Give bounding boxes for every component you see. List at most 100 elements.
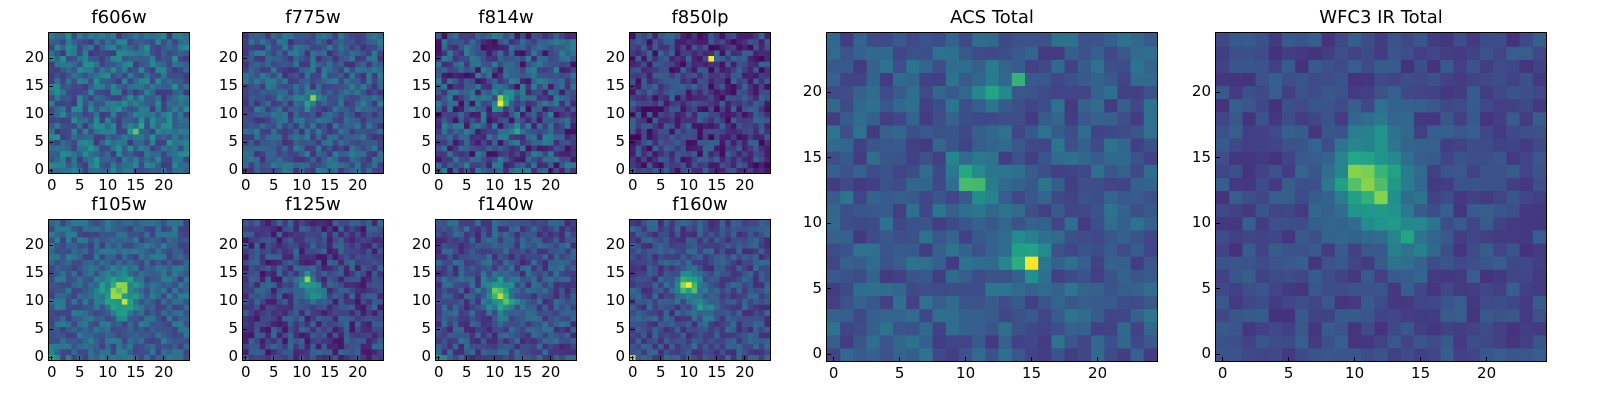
heatmap-cell	[441, 242, 448, 249]
heatmap-cell	[742, 89, 749, 96]
heatmap-cell	[508, 111, 515, 118]
heatmap-cell	[646, 156, 653, 163]
heatmap-cell	[531, 33, 538, 40]
heatmap-cell	[508, 264, 515, 271]
heatmap-cell	[105, 33, 112, 40]
heatmap-cell	[276, 326, 283, 333]
heatmap-cell	[54, 150, 61, 157]
heatmap-cell	[520, 117, 527, 124]
heatmap-cell	[127, 326, 134, 333]
heatmap-cell	[293, 298, 300, 305]
heatmap-cell	[243, 161, 250, 168]
heatmap-cell	[630, 337, 637, 344]
heatmap-cell	[343, 225, 350, 232]
heatmap-cell	[99, 100, 106, 107]
heatmap-cell	[708, 343, 715, 350]
heatmap-cell	[497, 326, 504, 333]
heatmap-cell	[349, 38, 356, 45]
heatmap-cell	[310, 111, 317, 118]
heatmap-cell	[105, 77, 112, 84]
heatmap-cell	[564, 242, 571, 249]
heatmap-cell	[71, 145, 78, 152]
heatmap-cell	[669, 304, 676, 311]
heatmap-cell	[652, 326, 659, 333]
heatmap-cell	[464, 122, 471, 129]
heatmap-cell	[321, 320, 328, 327]
heatmap-cell	[447, 281, 454, 288]
heatmap-cell	[276, 309, 283, 316]
heatmap-cell	[77, 122, 84, 129]
heatmap-cell	[736, 304, 743, 311]
heatmap-cell	[121, 220, 128, 227]
heatmap-cell	[758, 309, 765, 316]
heatmap-cell	[702, 117, 709, 124]
heatmap-cell	[99, 150, 106, 157]
heatmap-cell	[287, 225, 294, 232]
heatmap-cell	[475, 264, 482, 271]
heatmap-cell	[570, 128, 576, 135]
heatmap-cell	[570, 259, 576, 266]
heatmap-cell	[371, 326, 378, 333]
heatmap-cell	[321, 326, 328, 333]
heatmap-cell	[514, 287, 521, 294]
heatmap-cell	[293, 128, 300, 135]
heatmap-cell	[758, 128, 765, 135]
heatmap-cell	[447, 348, 454, 355]
heatmap-cell	[172, 326, 179, 333]
heatmap-cell	[452, 111, 459, 118]
heatmap-cell	[355, 133, 362, 140]
heatmap-cell	[686, 309, 693, 316]
heatmap-cell	[88, 133, 95, 140]
heatmap-cell	[441, 253, 448, 260]
heatmap-cell	[360, 287, 367, 294]
heatmap-cell	[564, 38, 571, 45]
heatmap-cell	[570, 156, 576, 163]
heatmap-cell	[674, 348, 681, 355]
heatmap-cell	[458, 236, 465, 243]
heatmap-cell	[60, 77, 67, 84]
heatmap-cell	[88, 354, 95, 360]
heatmap-cell	[343, 298, 350, 305]
heatmap-cell	[663, 111, 670, 118]
heatmap-cell	[486, 281, 493, 288]
heatmap-cell	[355, 225, 362, 232]
heatmap-cell	[570, 111, 576, 118]
heatmap-cell	[127, 242, 134, 249]
heatmap-cell	[652, 139, 659, 146]
heatmap-cell	[276, 156, 283, 163]
heatmap-cell	[497, 298, 504, 305]
heatmap-cell	[758, 105, 765, 112]
heatmap-cell	[531, 225, 538, 232]
heatmap-cell	[725, 156, 732, 163]
heatmap-cell	[686, 44, 693, 51]
panel-title-f850lp: f850lp	[671, 7, 729, 28]
heatmap-cell	[271, 139, 278, 146]
heatmap-cell	[77, 298, 84, 305]
heatmap-cell	[121, 44, 128, 51]
heatmap-cell	[332, 156, 339, 163]
x-tick-label: 10	[679, 176, 699, 194]
heatmap-cell	[691, 354, 698, 360]
heatmap-cell	[702, 343, 709, 350]
heatmap-cell	[248, 94, 255, 101]
heatmap-cell	[469, 276, 476, 283]
heatmap-cell	[570, 44, 576, 51]
heatmap-cell	[93, 77, 100, 84]
heatmap-cell	[315, 83, 322, 90]
heatmap-cell	[60, 348, 67, 355]
heatmap-cell	[377, 94, 383, 101]
heatmap-cell	[327, 105, 334, 112]
heatmap-cell	[663, 292, 670, 299]
heatmap-cell	[355, 100, 362, 107]
heatmap-cell	[475, 122, 482, 129]
heatmap-cell	[669, 326, 676, 333]
y-tick-mark	[243, 244, 247, 246]
heatmap-cell	[304, 111, 311, 118]
heatmap-cell	[520, 242, 527, 249]
heatmap-cell	[315, 326, 322, 333]
x-tick-label: 5	[656, 176, 666, 194]
heatmap-cell	[447, 309, 454, 316]
heatmap-cell	[310, 276, 317, 283]
heatmap-cell	[708, 128, 715, 135]
heatmap-cell	[144, 298, 151, 305]
